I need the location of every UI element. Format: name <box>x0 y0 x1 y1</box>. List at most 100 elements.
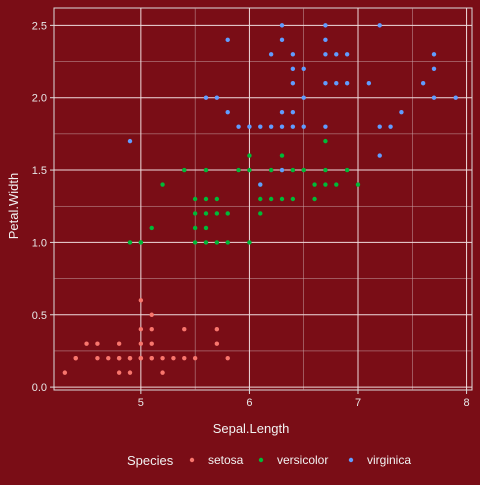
data-point-versicolor <box>203 225 209 231</box>
data-point-virginica <box>225 37 230 43</box>
data-point-virginica <box>323 37 328 43</box>
data-point-setosa <box>160 355 165 361</box>
data-point-virginica <box>366 81 372 86</box>
data-point-versicolor <box>203 196 209 202</box>
data-point-virginica <box>258 182 263 187</box>
data-point-versicolor <box>247 167 252 173</box>
data-point-virginica <box>279 124 285 129</box>
data-point-virginica <box>431 52 437 57</box>
y-tick-label: 2.0 <box>32 93 47 105</box>
data-point-versicolor <box>236 167 241 173</box>
data-point-versicolor <box>258 211 263 216</box>
data-point-setosa <box>73 355 78 361</box>
data-point-setosa <box>116 341 122 346</box>
data-point-setosa <box>214 327 220 332</box>
data-point-virginica <box>344 52 350 57</box>
data-point-virginica <box>290 81 296 86</box>
data-point-setosa <box>84 341 89 346</box>
data-point-setosa <box>127 355 133 361</box>
data-point-versicolor <box>127 240 133 245</box>
data-point-setosa <box>182 327 187 332</box>
x-axis-title: Sepal.Length <box>213 421 290 436</box>
data-point-setosa <box>127 370 133 375</box>
data-point-virginica <box>323 52 328 57</box>
data-point-virginica <box>431 95 437 100</box>
data-point-virginica <box>334 52 339 57</box>
data-point-virginica <box>377 23 382 28</box>
data-point-versicolor <box>149 225 154 231</box>
data-point-versicolor <box>258 196 263 202</box>
data-point-setosa <box>116 370 122 375</box>
data-point-virginica <box>279 37 285 43</box>
data-point-virginica <box>268 52 274 57</box>
legend-title: Species <box>127 453 174 468</box>
data-point-virginica <box>279 167 285 173</box>
data-point-virginica <box>334 81 339 86</box>
data-point-setosa <box>214 341 220 346</box>
data-point-setosa <box>138 327 144 332</box>
axes: 5 6 7 8 0.0 0.5 1.0 1.5 2.0 2.5 <box>32 20 470 409</box>
data-point-versicolor <box>225 211 230 216</box>
data-point-versicolor <box>182 167 187 173</box>
data-point-versicolor <box>323 167 328 173</box>
data-point-virginica <box>323 81 328 86</box>
data-point-versicolor <box>355 182 361 187</box>
data-point-versicolor <box>203 211 209 216</box>
legend-label-versicolor: versicolor <box>277 453 328 467</box>
data-point-setosa <box>149 341 154 346</box>
data-points <box>62 23 458 375</box>
data-point-versicolor <box>344 167 350 173</box>
data-point-virginica <box>344 81 350 86</box>
data-point-virginica <box>258 124 263 129</box>
data-point-setosa <box>171 355 176 361</box>
legend-key-versicolor <box>258 457 264 463</box>
data-point-virginica <box>214 95 220 100</box>
data-point-virginica <box>453 95 458 100</box>
data-point-virginica <box>301 66 306 71</box>
legend-key-virginica <box>348 457 354 463</box>
data-point-virginica <box>290 109 296 115</box>
data-point-virginica <box>203 95 209 100</box>
data-point-virginica <box>279 23 285 28</box>
legend: Species setosa versicolor virginica <box>127 453 411 468</box>
data-point-setosa <box>182 355 187 361</box>
data-point-virginica <box>301 124 306 129</box>
data-point-versicolor <box>247 240 252 245</box>
data-point-virginica <box>420 81 426 86</box>
data-point-virginica <box>301 95 306 100</box>
data-point-virginica <box>127 138 133 144</box>
data-point-setosa <box>149 355 154 361</box>
data-point-setosa <box>138 355 144 361</box>
data-point-setosa <box>225 355 230 361</box>
data-point-versicolor <box>290 167 296 173</box>
data-point-setosa <box>62 370 68 375</box>
y-axis-title: Petal.Width <box>6 173 21 239</box>
data-point-virginica <box>247 124 252 129</box>
grid <box>53 7 473 391</box>
x-tick-label: 7 <box>355 397 361 409</box>
data-point-versicolor <box>203 167 209 173</box>
data-point-versicolor <box>290 196 296 202</box>
data-point-versicolor <box>334 182 339 187</box>
x-tick-label: 8 <box>464 397 470 409</box>
data-point-virginica <box>268 124 274 129</box>
data-point-versicolor <box>203 240 209 245</box>
data-point-versicolor <box>323 138 328 144</box>
data-point-virginica <box>225 109 230 115</box>
legend-key-setosa <box>189 457 195 463</box>
x-tick-label: 5 <box>138 397 144 409</box>
x-tick-label: 6 <box>246 397 252 409</box>
data-point-virginica <box>323 124 328 129</box>
data-point-setosa <box>138 298 144 303</box>
data-point-versicolor <box>268 167 274 173</box>
data-point-virginica <box>377 124 382 129</box>
data-point-virginica <box>236 124 241 129</box>
data-point-virginica <box>431 66 437 71</box>
data-point-versicolor <box>268 196 274 202</box>
data-point-versicolor <box>279 196 285 202</box>
data-point-setosa <box>160 370 165 375</box>
data-point-versicolor <box>214 196 220 202</box>
data-point-versicolor <box>301 167 306 173</box>
data-point-versicolor <box>160 182 165 187</box>
